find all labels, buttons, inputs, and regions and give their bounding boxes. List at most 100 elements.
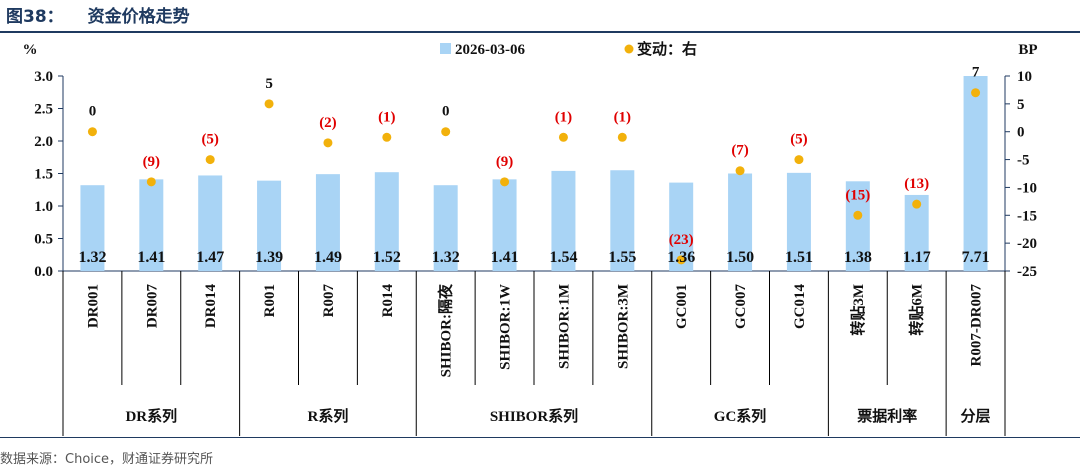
- change-value-label: 0: [89, 104, 97, 120]
- category-label: DR014: [203, 284, 219, 329]
- left-tick-label: 1.0: [34, 199, 53, 215]
- change-dot: [794, 155, 804, 165]
- change-dot: [617, 132, 627, 142]
- bar-value-label: 1.36: [667, 249, 695, 266]
- change-dot: [264, 99, 274, 109]
- bar-GC014: [786, 172, 811, 271]
- right-tick-label: -5: [1017, 153, 1030, 169]
- group-label: GC系列: [714, 407, 767, 425]
- top-rule: [0, 31, 1080, 33]
- group-label: DR系列: [125, 407, 177, 425]
- change-value-label: (1): [614, 109, 632, 125]
- labels: 1.32 1.41 1.47 1.39 1.49 1.52 1.32 1.41 1.54 1.55…: [78, 65, 989, 266]
- change-dots: [87, 88, 981, 265]
- legend-bar-swatch: [440, 43, 451, 54]
- left-unit-label: %: [23, 42, 38, 58]
- change-value-label: (13): [904, 176, 929, 192]
- group-label: 分层: [961, 408, 991, 425]
- right-unit-label: BP: [1018, 42, 1037, 58]
- legend: 2026-03-06 变动：右: [440, 40, 697, 58]
- legend-dot-swatch: [624, 44, 634, 54]
- change-value-label: (5): [201, 132, 219, 148]
- change-value-label: 0: [442, 104, 450, 120]
- right-tick-label: -10: [1017, 180, 1037, 196]
- bar-value-label: 1.32: [78, 249, 106, 266]
- change-dot: [323, 138, 333, 148]
- left-tick-label: 3.0: [34, 69, 53, 85]
- category-label: GC014: [792, 284, 808, 330]
- category-label: DR007: [144, 284, 160, 329]
- group-label: R系列: [308, 407, 349, 425]
- right-tick-label: -20: [1017, 236, 1037, 252]
- change-value-label: 5: [265, 76, 273, 92]
- bar-value-label: 1.52: [373, 249, 401, 266]
- change-value-label: (1): [555, 109, 573, 125]
- bar-R007: [315, 174, 340, 271]
- bar-SHIBOR:1M: [551, 170, 576, 271]
- figure-title: 图38： 资金价格走势: [6, 4, 190, 30]
- category-label: SHIBOR:1W: [498, 284, 514, 370]
- bar-value-label: 1.54: [549, 249, 577, 266]
- bar-value-label: 1.38: [844, 249, 872, 266]
- category-label: SHIBOR:1M: [556, 284, 572, 369]
- category-label: R007: [321, 284, 337, 318]
- category-label: R014: [380, 284, 396, 318]
- change-dot: [146, 177, 156, 187]
- bars: [80, 76, 988, 271]
- change-dot: [735, 166, 745, 176]
- category-label: 转贴3M: [849, 284, 867, 336]
- right-tick-label: -15: [1017, 208, 1037, 224]
- right-tick-label: 10: [1017, 69, 1032, 85]
- change-value-label: (23): [669, 232, 694, 248]
- bar-R001: [257, 180, 282, 271]
- group-label: 票据利率: [857, 407, 917, 425]
- change-dot: [500, 177, 510, 187]
- bar-DR014: [198, 175, 223, 271]
- figure-title-text: 资金价格走势: [87, 7, 190, 27]
- category-label: R001: [262, 284, 278, 317]
- bar-SHIBOR:3M: [610, 170, 635, 271]
- right-tick-label: 0: [1017, 125, 1025, 141]
- change-dot: [853, 210, 863, 220]
- category-label: R007-DR007: [969, 284, 985, 367]
- change-dot: [87, 127, 97, 137]
- change-dot: [912, 199, 922, 209]
- category-label: SHIBOR:隔夜: [437, 283, 455, 377]
- change-value-label: (5): [790, 132, 808, 148]
- bar-value-label: 1.49: [314, 249, 342, 266]
- change-value-label: (15): [845, 187, 870, 203]
- change-dot: [971, 88, 981, 98]
- category-axis: DR系列 R系列 SHIBOR系列 GC系列 票据利率 分层 DR001 DR007 DR014…: [62, 271, 1006, 436]
- bar-value-label: 1.41: [491, 249, 519, 266]
- category-label: GC001: [674, 284, 690, 329]
- change-value-label: (9): [143, 154, 161, 170]
- bottom-rule: [0, 437, 1080, 438]
- group-label: SHIBOR系列: [490, 407, 578, 425]
- change-dot: [441, 127, 451, 137]
- category-label: DR001: [85, 284, 101, 328]
- left-tick-label: 2.5: [34, 102, 53, 118]
- bar-R014: [374, 172, 399, 271]
- change-value-label: 7: [972, 65, 980, 81]
- bar-value-label: 1.32: [432, 249, 460, 266]
- figure-number: 图38：: [6, 7, 64, 27]
- left-tick-label: 1.5: [34, 167, 53, 183]
- chart: 0.0 0.5 1.0 1.5 2.0 2.5 3.0 -25 -20 -15 -10 -5 0 5 10%…: [23, 40, 1038, 436]
- bar-SHIBOR:隔夜: [433, 185, 458, 271]
- category-label: 转贴6M: [908, 284, 926, 336]
- left-tick-label: 0.0: [34, 264, 53, 280]
- axes: 0.0 0.5 1.0 1.5 2.0 2.5 3.0 -25 -20 -15 -10 -5 0 5 10%…: [23, 42, 1038, 280]
- change-dot: [676, 255, 686, 265]
- bar-value-label: 1.41: [137, 249, 165, 266]
- category-label: GC007: [733, 284, 749, 330]
- legend-bar-label: 2026-03-06: [455, 42, 525, 58]
- legend-dot-label: 变动：右: [637, 40, 697, 58]
- change-dot: [558, 132, 568, 142]
- bar-value-label: 1.17: [903, 249, 931, 266]
- bar-value-label: 1.55: [608, 249, 636, 266]
- bar-value-label: 1.39: [255, 249, 283, 266]
- bar-value-label: 1.51: [785, 249, 813, 266]
- right-tick-label: 5: [1017, 97, 1025, 113]
- left-tick-label: 2.0: [34, 134, 53, 150]
- change-value-label: (7): [731, 143, 749, 159]
